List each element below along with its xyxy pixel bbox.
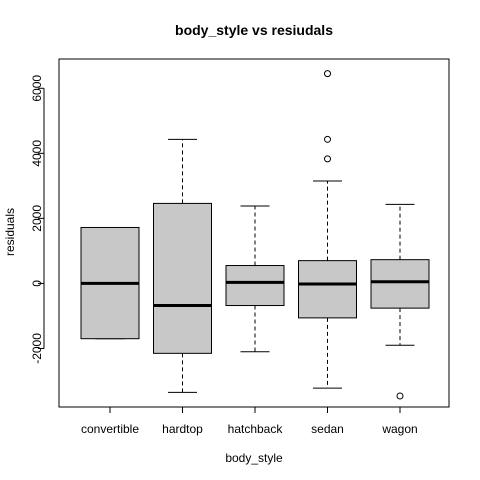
chart-title: body_style vs resiudals — [175, 22, 333, 38]
y-axis-label: residuals — [3, 208, 17, 256]
x-tick-label-wagon: wagon — [381, 422, 417, 436]
y-tick-label: 0 — [30, 280, 44, 287]
box-hardtop — [153, 138, 212, 393]
y-tick-label: 2000 — [30, 205, 44, 232]
y-tick-label: 6000 — [30, 75, 44, 102]
box-hatchback — [225, 205, 285, 353]
x-axis-label: body_style — [225, 451, 283, 465]
box-sedan — [298, 70, 357, 389]
box-convertible — [80, 226, 140, 340]
outlier-point — [396, 392, 404, 400]
x-tick-label-hatchback: hatchback — [228, 422, 284, 436]
y-axis: -2000 0 2000 4000 6000 — [30, 75, 45, 364]
outlier-point — [324, 135, 331, 143]
boxes-group — [80, 70, 430, 400]
x-tick-label-sedan: sedan — [311, 422, 344, 436]
x-axis: convertible hardtop hatchback sedan wagon — [81, 406, 418, 436]
x-tick-label-hardtop: hardtop — [162, 422, 203, 436]
iqr-box — [370, 259, 430, 309]
iqr-box — [153, 202, 212, 354]
y-tick-label: -2000 — [30, 333, 44, 364]
x-tick-label-convertible: convertible — [81, 422, 139, 436]
box-wagon — [370, 203, 430, 400]
outlier-point — [324, 70, 331, 78]
outlier-point — [324, 155, 331, 163]
iqr-box — [298, 260, 357, 319]
y-tick-label: 4000 — [30, 140, 44, 167]
iqr-box — [225, 265, 285, 307]
